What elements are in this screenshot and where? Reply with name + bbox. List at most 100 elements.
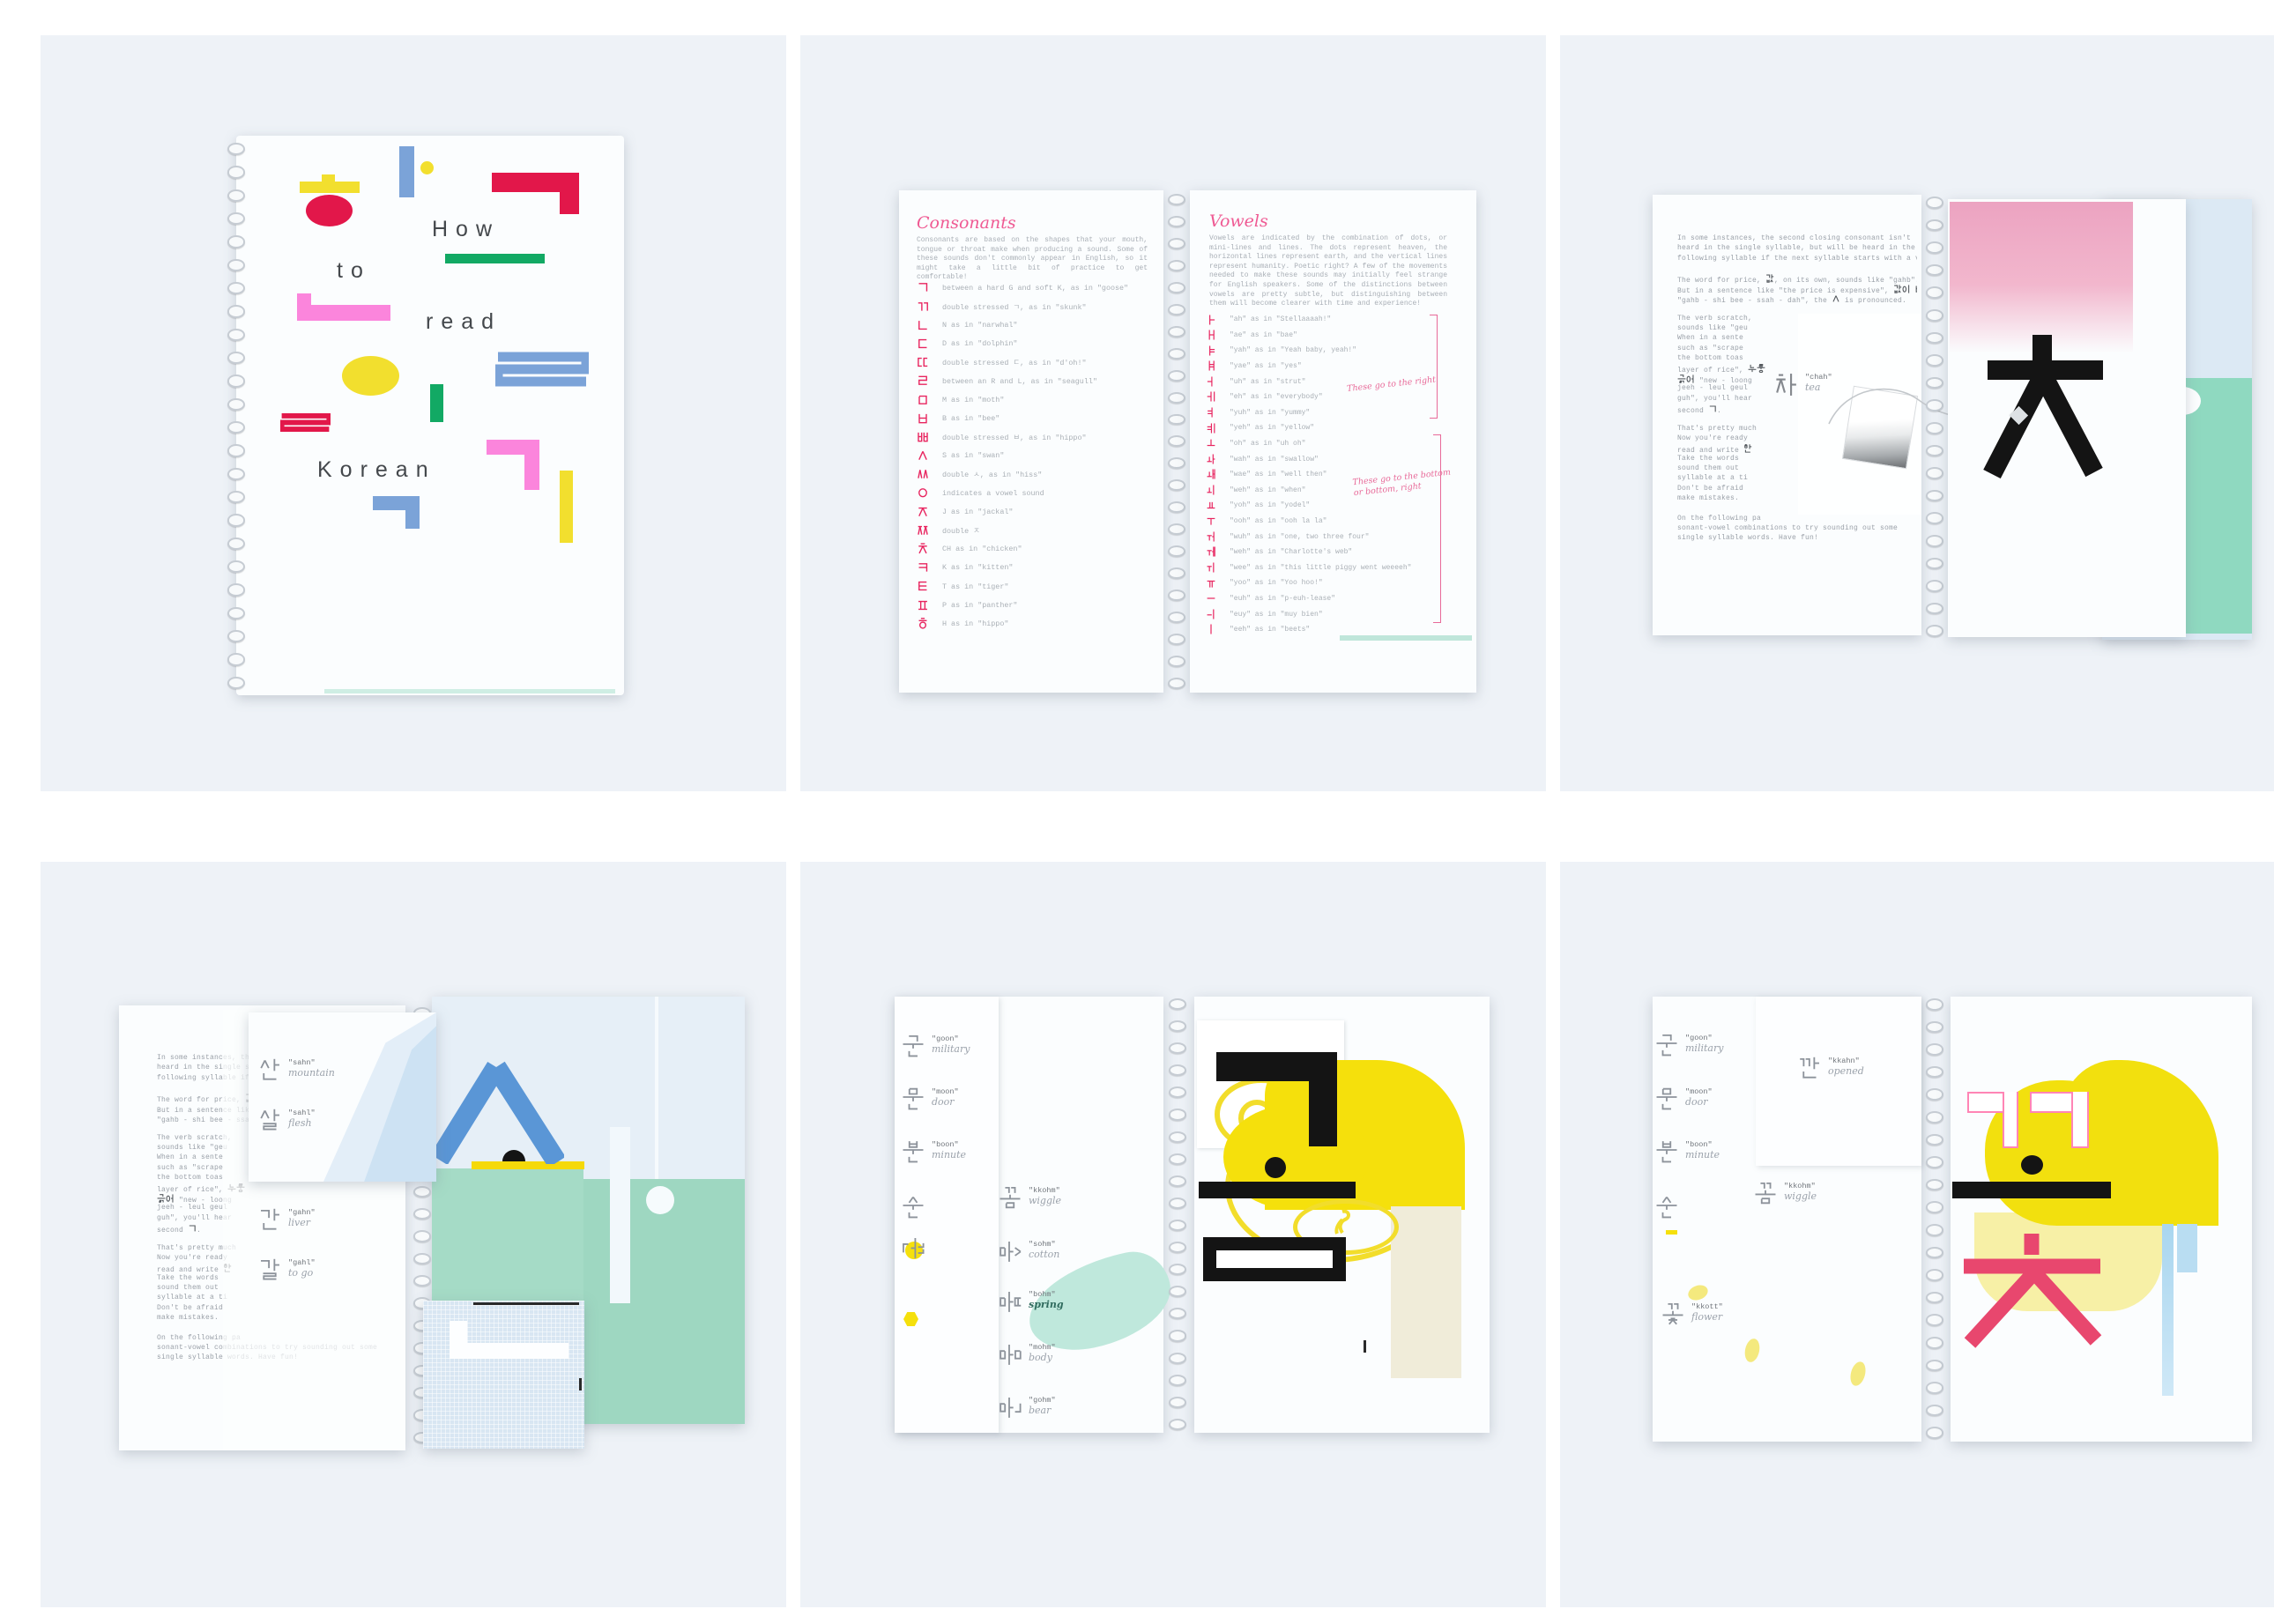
giyeok-glyph — [1309, 1052, 1337, 1146]
lesson-line: That's pretty much — [1677, 424, 1758, 433]
spiral-ring — [1926, 1382, 1943, 1394]
word-gloss: military — [932, 1043, 970, 1055]
spiral-ring — [1169, 1042, 1186, 1055]
lesson-line: jeeh - leul geul — [1677, 384, 1749, 393]
word-syllable — [1661, 1302, 1684, 1326]
spiral-binding — [1162, 998, 1193, 1430]
spiral-ring — [1168, 590, 1185, 602]
lesson-line: Don't be afraid — [157, 1303, 224, 1312]
spiral-ring — [1926, 467, 1943, 479]
jamo-row: CH as in "chicken" — [917, 540, 1156, 559]
gallery-photo-cover[interactable]: How to read Korean — [41, 35, 786, 791]
word-phonetic: "kkohm" — [1784, 1182, 1816, 1190]
jamo-glyph — [917, 300, 933, 313]
jamo-glyph — [917, 617, 933, 630]
spiral-ring — [227, 676, 245, 689]
spiral-ring — [1168, 612, 1185, 624]
jamo-row: "euh" as in "p-euh-lease" — [1206, 591, 1426, 607]
lesson-line: single syllable words. Have fun! — [1677, 534, 1819, 543]
spiral-ring — [1926, 557, 1943, 570]
jamo-description: double stressed ㄱ, as in "skunk" — [942, 302, 1087, 312]
word-phonetic: "sohm" — [1029, 1240, 1056, 1249]
lesson-line: such as "scrape — [1677, 344, 1744, 352]
deco-shape — [495, 352, 589, 387]
jamo-row: "yuh" as in "yummy" — [1206, 405, 1426, 421]
spiral-ring — [413, 1275, 431, 1287]
spiral-ring — [1168, 677, 1185, 689]
jamo-glyph — [917, 506, 933, 518]
jamo-glyph — [1206, 330, 1220, 341]
jamo-row: "oh" as in "uh oh" — [1206, 436, 1426, 452]
jamo-row: between an R and L, as in "seagull" — [917, 372, 1156, 390]
stem-stripe — [2177, 1224, 2197, 1272]
jamo-glyph — [917, 394, 933, 406]
spiral-ring — [1926, 1336, 1943, 1349]
jamo-row: double ㅈ — [917, 521, 1156, 539]
lesson-line: guh", you'll hear — [1677, 394, 1753, 403]
jamo-row: "ooh" as in "ooh la la" — [1206, 514, 1426, 530]
word-syllable — [999, 1343, 1022, 1366]
vowels-page: Vowels Vowels are indicated by the combi… — [1190, 190, 1476, 693]
mountain-card — [249, 1012, 436, 1182]
jamo-row: "yae" as in "yes" — [1206, 359, 1426, 374]
deco-shape — [297, 293, 311, 321]
pink-gradient — [1950, 202, 2133, 353]
tea-gloss: tea — [1805, 382, 1821, 393]
spiral-ring — [1169, 1418, 1186, 1430]
jamo-glyph — [917, 580, 933, 592]
spiral-ring — [1926, 1427, 1943, 1439]
word-phonetic: "boon" — [1685, 1140, 1713, 1149]
jamo-row: "ah" as in "Stellaaaah!" — [1206, 312, 1426, 328]
deco-shape — [324, 689, 615, 693]
jamo-row: B as in "bee" — [917, 409, 1156, 427]
jamo-glyph — [917, 599, 933, 612]
spiral-ring — [227, 397, 245, 411]
spiral-ring — [1926, 580, 1943, 592]
jamo-description: M as in "moth" — [942, 395, 1005, 404]
lesson-line: sounds like "geu — [157, 1144, 228, 1153]
spiral-binding — [1920, 998, 1950, 1439]
gallery-photo-reference-spread[interactable]: Consonants Consonants are based on the s… — [800, 35, 1546, 791]
bear-snout-outline — [1293, 1199, 1399, 1255]
jamo-row: "yoh" as in "yodel" — [1206, 498, 1426, 514]
spiral-ring — [1926, 263, 1943, 277]
gallery-photo-sahn-spread[interactable]: In some instances, the second closing co… — [41, 862, 786, 1607]
lesson-line: The verb scratch, — [1677, 314, 1753, 323]
lesson-line: second . — [157, 1225, 202, 1235]
gallery-photo-gohm-spread[interactable]: "goon" military "moon" door "boon" minute "kko… — [800, 862, 1546, 1607]
jamo-glyph — [1206, 376, 1220, 388]
open-notebook: Consonants Consonants are based on the s… — [899, 190, 1476, 693]
jamo-glyph — [917, 374, 933, 387]
lesson-line: On the following pa — [1677, 514, 1762, 523]
jamo-description: double stressed ㅂ, as in "hippo" — [942, 434, 1087, 443]
lesson-line: "gahb - shi bee - ssah - dah", the is pr… — [1677, 295, 1907, 305]
gallery-photo-tea-spread[interactable]: In some instances, the second closing co… — [1560, 35, 2274, 791]
spiral-ring — [1926, 1404, 1943, 1417]
gallery-photo-kkott-spread[interactable]: "goon" military "moon" door "boon" minute "kka… — [1560, 862, 2274, 1607]
art-page-kkott — [1951, 997, 2252, 1442]
lesson-line: syllable at a ti — [157, 1294, 228, 1302]
jamo-glyph — [1206, 515, 1220, 527]
spiral-ring — [1926, 998, 1943, 1011]
jamo-description: K as in "kitten" — [942, 563, 1014, 573]
lesson-line: Take the words — [1677, 454, 1740, 463]
stem-stripe — [2162, 1224, 2174, 1396]
open-notebook: In some instances, the second closing co… — [119, 997, 745, 1450]
spiral-ring — [1926, 1156, 1943, 1168]
spiral-ring — [227, 374, 245, 388]
jamo-description: CH as in "chicken" — [942, 545, 1022, 554]
spiral-ring — [227, 166, 245, 179]
grid-card — [423, 1301, 584, 1449]
words-page: "goon" military "moon" door "boon" minute "kka… — [1653, 997, 1921, 1442]
jamo-description: "yuh" as in "yummy" — [1230, 408, 1311, 417]
mint-hill — [583, 1179, 745, 1424]
word-entry: "goon" military — [902, 1034, 970, 1058]
jamo-glyph — [1206, 454, 1220, 465]
lesson-line: The verb scratch, — [157, 1133, 233, 1142]
lesson-line: such as "scrape — [157, 1163, 224, 1172]
deco-shape — [905, 1242, 923, 1259]
jamo-row: "uh" as in "strut" — [1206, 374, 1426, 389]
jamo-description: "euh" as in "p-euh-lease" — [1230, 594, 1336, 603]
spiral-ring — [1926, 354, 1943, 367]
jamo-row: "wae" as in "well then" — [1206, 467, 1426, 483]
